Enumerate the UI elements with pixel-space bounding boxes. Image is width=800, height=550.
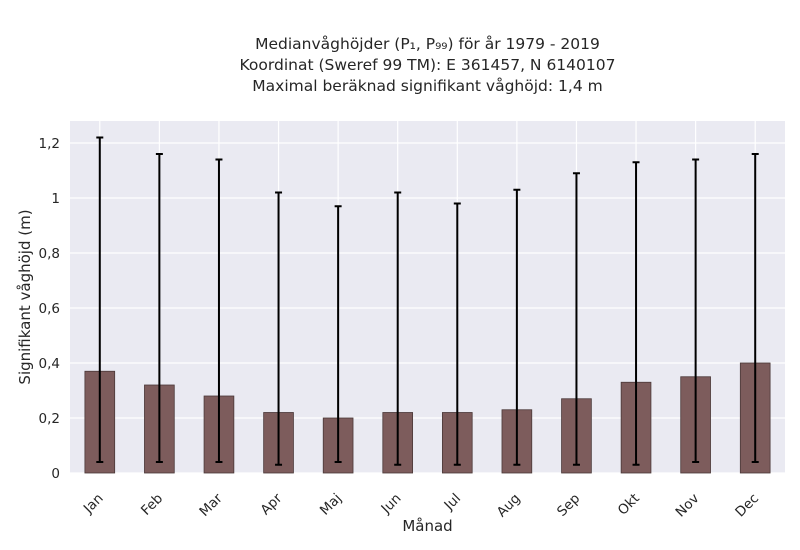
x-axis-label: Månad <box>402 517 452 535</box>
error-bars <box>96 136 759 466</box>
x-tick-labels: Jan Feb Mar Apr Maj Jun Jul Aug Sep Okt Nov Dec <box>80 490 762 520</box>
y-tick-label: 0,2 <box>39 411 60 427</box>
x-tick-label: Apr <box>258 490 286 518</box>
chart-title: Medianvåghöjder (P₁, P₉₉) för år 1979 - … <box>0 34 800 97</box>
y-gridlines <box>70 142 785 474</box>
x-tick-label: Okt <box>615 491 643 519</box>
y-tick-label: 0 <box>51 466 60 482</box>
x-tick-label: Jun <box>378 491 405 518</box>
x-tick-label: Jan <box>80 491 107 518</box>
chart-title-line-3: Maximal beräknad signifikant våghöjd: 1,… <box>252 77 603 95</box>
y-tick-label: 0,6 <box>39 301 60 317</box>
plot-area <box>70 121 785 473</box>
y-tick-label: 0,8 <box>39 246 60 262</box>
y-tick-labels: 0 0,2 0,4 0,6 0,8 1 1,2 <box>39 136 60 482</box>
x-tick-label: Aug <box>494 491 524 521</box>
x-tick-label: Mar <box>196 490 226 520</box>
y-tick-label: 1,2 <box>39 136 60 152</box>
x-tick-label: Maj <box>317 491 345 519</box>
y-axis-label: Signifikant våghöjd (m) <box>16 209 34 384</box>
chart-title-line-2: Koordinat (Sweref 99 TM): E 361457, N 61… <box>239 56 616 74</box>
y-tick-label: 0,4 <box>39 356 60 372</box>
x-tick-label: Feb <box>138 491 166 519</box>
x-tick-label: Sep <box>554 491 583 520</box>
x-tick-label: Nov <box>673 491 703 521</box>
chart-title-line-1: Medianvåghöjder (P₁, P₉₉) för år 1979 - … <box>255 35 600 53</box>
x-tick-label: Dec <box>732 491 762 521</box>
x-tick-label: Jul <box>441 491 465 515</box>
y-tick-label: 1 <box>51 191 60 207</box>
